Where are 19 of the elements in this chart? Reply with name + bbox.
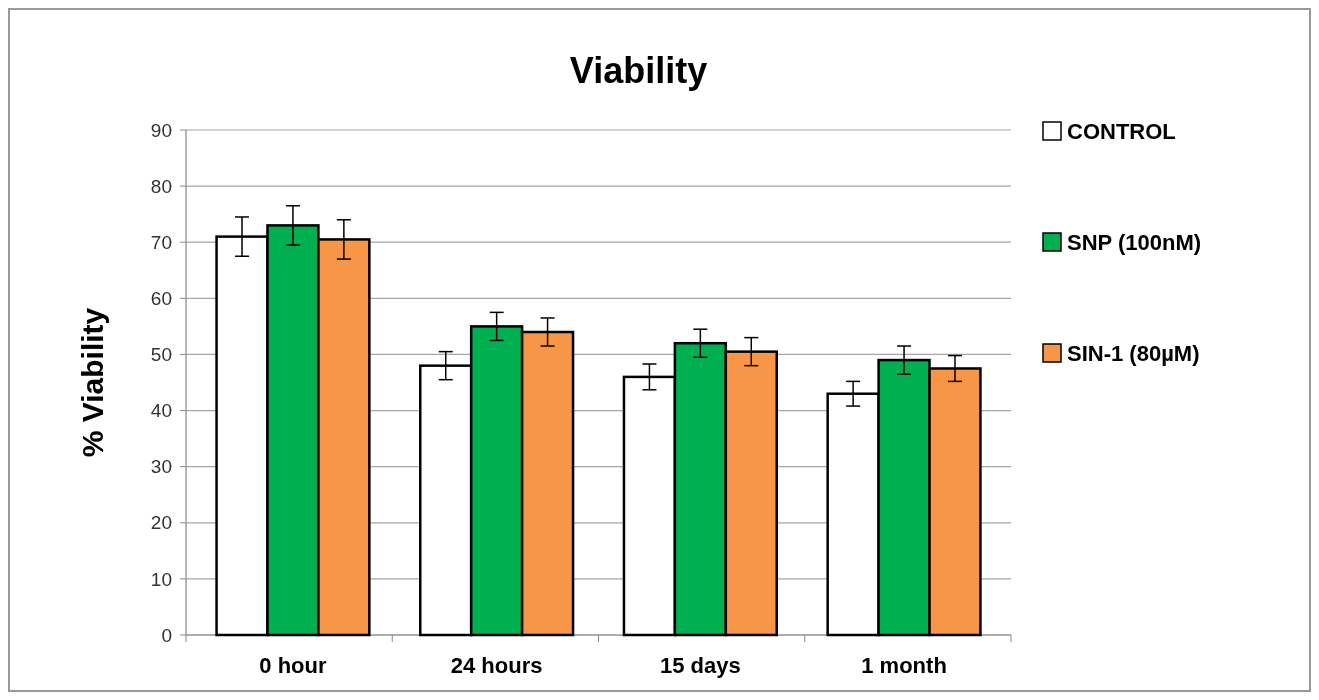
chart-title: Viability — [569, 50, 708, 91]
y-axis-title: % Viability — [76, 307, 109, 458]
legend-label: SIN-1 (80µM) — [1067, 340, 1200, 366]
legend-label: SNP (100nM) — [1067, 229, 1202, 255]
y-tick-label: 10 — [150, 568, 172, 590]
y-tick-label: 0 — [161, 624, 172, 646]
y-tick-label: 50 — [150, 344, 172, 366]
y-tick-label: 40 — [150, 400, 172, 422]
y-tick-label: 70 — [150, 231, 172, 253]
x-tick-label: 15 days — [659, 653, 741, 678]
x-tick-label: 1 month — [861, 653, 947, 678]
x-tick-label: 0 hour — [259, 653, 327, 678]
y-tick-label: 30 — [150, 456, 172, 478]
legend-label: CONTROL — [1067, 118, 1176, 144]
y-tick-label: 80 — [150, 175, 172, 197]
y-tick-label: 60 — [150, 287, 172, 309]
x-tick-label: 24 hours — [450, 653, 543, 678]
y-tick-label: 90 — [150, 119, 172, 141]
y-tick-label: 20 — [150, 512, 172, 534]
